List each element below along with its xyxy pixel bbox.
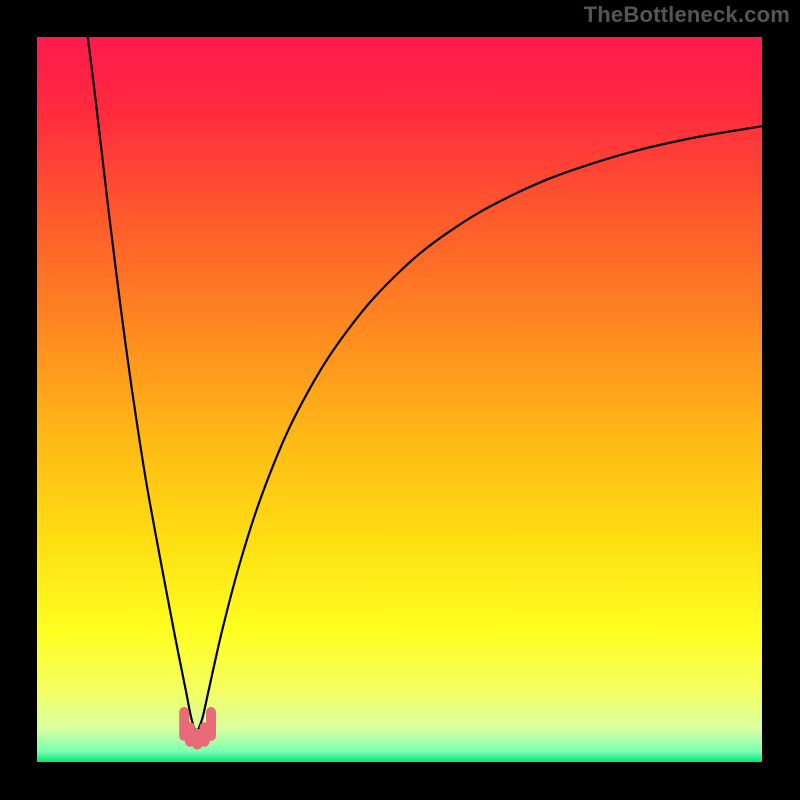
- bottleneck-curve-plot: [0, 0, 800, 800]
- chart-canvas: TheBottleneck.com: [0, 0, 800, 800]
